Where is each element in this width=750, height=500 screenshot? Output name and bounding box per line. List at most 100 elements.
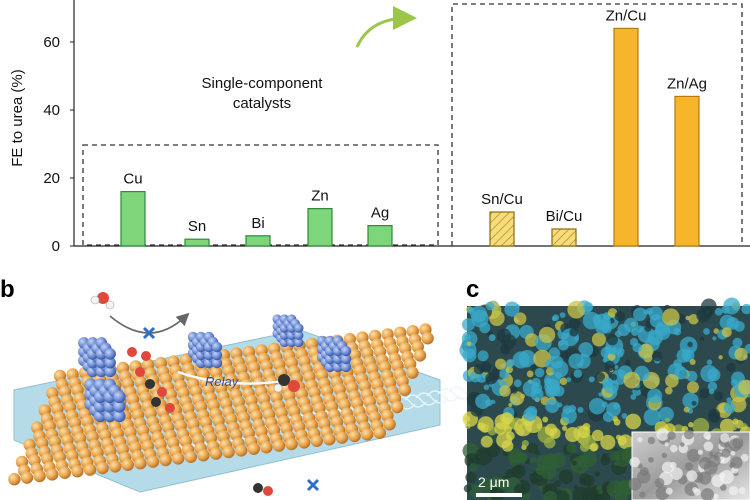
eds-speck bbox=[588, 376, 595, 383]
intermediate-molecules-icon bbox=[127, 347, 175, 413]
sem-speck bbox=[728, 438, 742, 452]
gold-atom bbox=[373, 426, 386, 439]
eds-speck bbox=[521, 439, 529, 447]
cluster-atom bbox=[104, 348, 116, 360]
eds-speck bbox=[685, 315, 690, 321]
eds-speck bbox=[712, 336, 717, 341]
eds-speck bbox=[565, 427, 581, 443]
sem-speck bbox=[711, 474, 724, 488]
eds-speck bbox=[496, 328, 512, 343]
eds-speck bbox=[604, 360, 615, 372]
sem-speck bbox=[628, 477, 642, 491]
eds-speck bbox=[714, 307, 723, 316]
eds-speck bbox=[582, 474, 595, 487]
eds-speck bbox=[676, 348, 691, 363]
y-axis-label: FE to urea (%) bbox=[9, 69, 26, 167]
eds-speck bbox=[691, 400, 697, 406]
eds-speck bbox=[699, 388, 710, 399]
eds-speck bbox=[538, 326, 556, 344]
eds-speck bbox=[696, 307, 711, 323]
gold-atom bbox=[121, 458, 134, 471]
eds-speck bbox=[567, 300, 586, 319]
eds-speck bbox=[686, 370, 698, 382]
cluster-atom bbox=[340, 353, 352, 365]
gold-atom bbox=[272, 439, 286, 452]
eds-speck bbox=[738, 379, 750, 395]
gold-atom bbox=[159, 453, 172, 467]
eds-speck bbox=[478, 477, 492, 491]
gold-atom bbox=[383, 418, 396, 431]
gold-atom bbox=[413, 349, 427, 362]
eds-speck bbox=[664, 417, 670, 423]
eds-speck bbox=[613, 418, 621, 426]
eds-speck bbox=[718, 355, 723, 360]
eds-speck bbox=[683, 406, 690, 413]
eds-speck bbox=[549, 427, 561, 439]
cluster-atom bbox=[211, 357, 223, 369]
sem-speck bbox=[720, 484, 727, 491]
gold-atom bbox=[33, 469, 46, 483]
eds-speck bbox=[609, 450, 621, 462]
cluster-atom bbox=[113, 400, 126, 413]
eds-speck bbox=[464, 415, 471, 422]
gold-atom bbox=[235, 444, 248, 457]
eds-speck bbox=[543, 436, 556, 449]
eds-speck bbox=[506, 358, 515, 368]
eds-speck bbox=[514, 483, 526, 495]
bar-label-zn-ag: Zn/Ag bbox=[667, 75, 707, 92]
sem-speck bbox=[637, 437, 643, 443]
gold-atom bbox=[348, 429, 361, 443]
eds-speck bbox=[614, 364, 619, 370]
eds-speck bbox=[504, 301, 520, 317]
sem-speck bbox=[667, 431, 676, 440]
eds-map: 2 μm bbox=[459, 297, 750, 500]
eds-speck bbox=[625, 359, 632, 366]
eds-speck bbox=[601, 401, 608, 408]
eds-speck bbox=[469, 463, 478, 472]
gold-atom bbox=[222, 445, 235, 459]
co-molecule-icon bbox=[273, 374, 300, 393]
sem-speck bbox=[721, 448, 731, 458]
gold-atom bbox=[298, 436, 311, 449]
eds-speck bbox=[513, 312, 527, 326]
gold-atom bbox=[310, 434, 323, 447]
eds-speck bbox=[574, 336, 579, 341]
eds-speck bbox=[474, 447, 493, 466]
sem-inset-texture bbox=[628, 428, 749, 500]
eds-speck bbox=[505, 366, 513, 374]
eds-speck bbox=[523, 407, 537, 422]
sem-speck bbox=[684, 462, 694, 471]
eds-speck bbox=[577, 425, 591, 439]
bar-labels: Cu Sn Bi Zn Ag Sn/Cu Bi/Cu Zn/Cu Zn/Ag bbox=[123, 7, 707, 235]
eds-speck bbox=[589, 443, 598, 452]
eds-speck bbox=[545, 386, 557, 398]
eds-speck bbox=[744, 343, 750, 354]
eds-speck bbox=[606, 334, 618, 346]
eds-speck bbox=[480, 435, 493, 448]
eds-speck bbox=[551, 316, 557, 322]
eds-speck bbox=[488, 334, 496, 342]
eds-speck bbox=[485, 301, 495, 311]
sem-speck bbox=[703, 431, 711, 440]
gold-atom bbox=[391, 400, 404, 414]
gold-atom bbox=[335, 431, 349, 444]
eds-speck bbox=[491, 399, 496, 405]
eds-speck bbox=[638, 343, 654, 359]
y-tick-label: 0 bbox=[52, 238, 60, 255]
eds-speck bbox=[569, 327, 579, 337]
eds-speck bbox=[700, 364, 718, 383]
eds-speck bbox=[495, 358, 507, 370]
bar-sn-cu bbox=[489, 211, 515, 247]
eds-speck bbox=[734, 347, 748, 361]
eds-speck bbox=[692, 417, 710, 435]
eds-speck bbox=[625, 413, 642, 430]
cluster bbox=[84, 378, 126, 423]
eds-speck bbox=[461, 318, 475, 332]
eds-speck bbox=[617, 435, 627, 446]
mesh-strand bbox=[437, 388, 471, 400]
eds-speck bbox=[614, 310, 626, 322]
eds-speck bbox=[623, 317, 639, 333]
eds-speck bbox=[571, 460, 577, 466]
cluster-atom bbox=[340, 361, 352, 373]
gold-atom bbox=[146, 455, 160, 468]
